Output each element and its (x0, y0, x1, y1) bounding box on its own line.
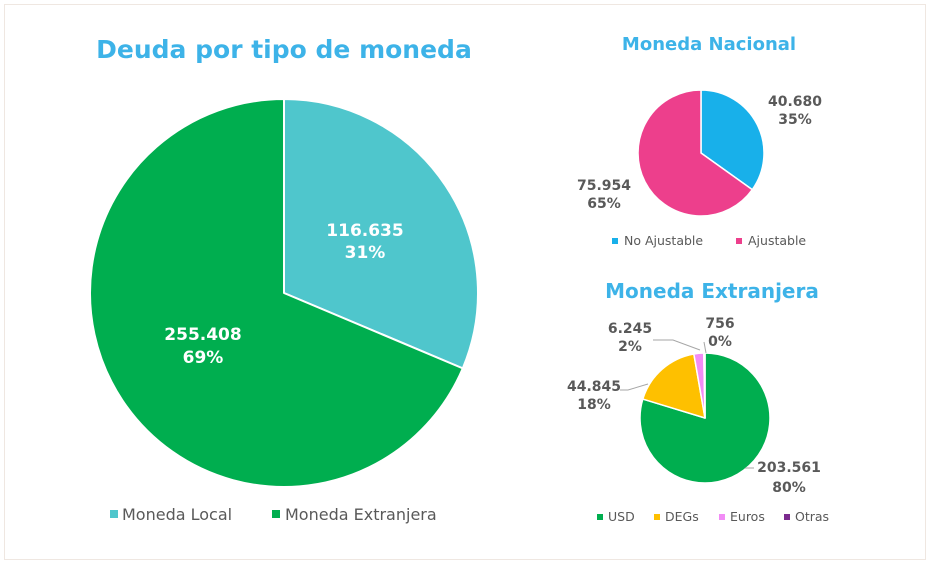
nacional-chart-title: Moneda Nacional (622, 34, 796, 55)
main-slice-moneda-extranjera (89, 98, 464, 488)
extranjera-label-value-degs: 44.845 (567, 379, 621, 395)
legend-label-euros: Euros (730, 509, 765, 524)
nacional-slice-no-ajustable (700, 89, 765, 191)
extranjera-label-pct-usd: 80% (772, 480, 806, 496)
main-pie (89, 98, 479, 488)
extranjera-label-pct-otras: 0% (708, 334, 732, 350)
nacional-label-pct-ajustable: 65% (587, 196, 621, 212)
legend-label-moneda-local: Moneda Local (122, 505, 232, 524)
main-label-value-extranjera: 255.408 (164, 325, 241, 345)
extranjera-label-value-otras: 756 (705, 316, 734, 332)
nacional-label-pct-no-ajustable: 35% (778, 112, 812, 128)
legend-swatch-otras (784, 514, 790, 520)
main-chart-title: Deuda por tipo de moneda (96, 35, 472, 64)
legend-swatch-no-ajustable (612, 238, 618, 244)
extranjera-label-pct-euros: 2% (618, 339, 642, 355)
legend-swatch-moneda-extranjera (272, 510, 280, 518)
extranjera-slice-usd (639, 352, 771, 484)
main-label-pct-extranjera: 69% (183, 348, 224, 368)
legend-label-otras: Otras (795, 509, 829, 524)
legend-swatch-moneda-local (110, 510, 118, 518)
legend-label-no-ajustable: No Ajustable (624, 233, 703, 248)
extranjera-label-value-euros: 6.245 (608, 321, 652, 337)
legend-label-usd: USD (608, 509, 635, 524)
main-label-pct-local: 31% (345, 243, 386, 263)
legend-swatch-degs (654, 514, 660, 520)
legend-swatch-usd (597, 514, 603, 520)
legend-label-degs: DEGs (665, 509, 699, 524)
legend-swatch-euros (719, 514, 725, 520)
extranjera-chart-title: Moneda Extranjera (605, 279, 819, 303)
extranjera-label-value-usd: 203.561 (757, 460, 821, 476)
leader-line-degs (620, 383, 649, 391)
nacional-pie (637, 89, 765, 217)
extranjera-pie (639, 352, 771, 484)
extranjera-label-pct-degs: 18% (577, 397, 611, 413)
extranjera-slice-otras (703, 352, 706, 419)
legend-swatch-ajustable (736, 238, 742, 244)
nacional-label-value-no-ajustable: 40.680 (768, 94, 822, 110)
nacional-slice-ajustable (637, 89, 753, 217)
legend-label-ajustable: Ajustable (748, 233, 806, 248)
leader-line-otras (703, 341, 707, 354)
legend-label-moneda-extranjera: Moneda Extranjera (285, 505, 437, 524)
extranjera-slice-degs (642, 353, 706, 419)
main-slice-moneda-local (283, 98, 479, 370)
nacional-label-value-ajustable: 75.954 (577, 178, 631, 194)
leader-line-euros (653, 339, 701, 351)
main-label-value-local: 116.635 (326, 221, 403, 241)
